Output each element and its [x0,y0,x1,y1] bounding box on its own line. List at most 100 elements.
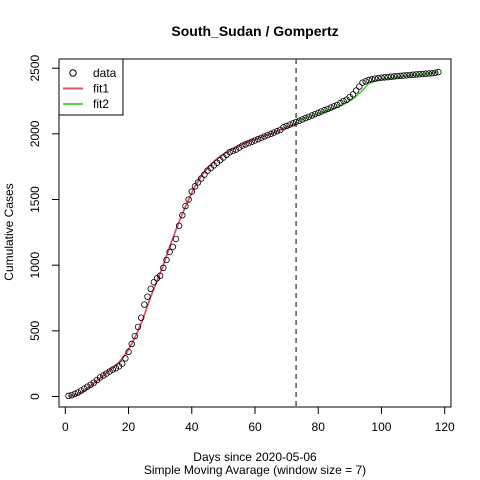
y-tick-label: 1500 [28,186,42,213]
data-point [327,104,335,111]
data-point [302,114,309,122]
data-point [375,74,382,82]
data-point [349,91,357,98]
data-point [390,73,398,80]
data-point [172,235,180,243]
chart-title: South_Sudan / Gompertz [171,23,338,39]
data-point [156,272,164,279]
data-point [109,366,116,373]
data-point [144,293,151,300]
data-point [147,285,154,293]
y-tick-label: 0 [28,393,42,400]
y-axis: 0 500 1000 1500 2000 2500 [28,55,60,400]
y-tick-label: 500 [28,321,42,341]
data-point [315,109,322,117]
data-point [175,222,183,229]
x-tick-label: 40 [185,420,199,434]
data-point [403,72,410,79]
data-point [419,70,426,78]
data-point [308,112,316,119]
data-point [185,196,192,203]
data-point [289,120,297,127]
legend-symbol-data [69,69,77,77]
data-point [150,279,158,286]
data-point [435,68,442,76]
data-point [378,74,385,81]
x-tick-label: 60 [248,420,262,434]
data-point [201,171,208,178]
data-point [397,72,404,80]
legend-box [58,58,124,116]
data-point [270,129,278,136]
data-point [87,381,94,388]
legend-label-data: data [93,66,117,80]
series-line-fit1 [68,122,297,398]
data-point [125,348,132,356]
y-tick-label: 2500 [28,55,42,82]
data-point [96,374,104,381]
data-point [305,113,312,120]
data-point [77,387,85,394]
data-point [261,133,268,140]
data-point [103,370,110,377]
y-axis-label: Cumulative Cases [2,183,16,280]
data-point [299,116,306,123]
data-point [356,83,363,90]
legend-label-fit2: fit2 [93,97,109,111]
data-point [406,71,414,79]
data-point [422,70,429,77]
data-point [321,107,328,114]
legend-label-fit1: fit1 [93,82,109,96]
data-point [248,138,256,145]
data-point [330,103,338,110]
data-point [137,314,145,321]
data-point [394,72,401,80]
data-point [280,124,287,131]
data-point [333,101,341,109]
data-point [251,137,259,144]
data-point [318,108,325,115]
data-point [100,372,107,379]
data-point [131,332,139,340]
data-point [431,69,439,76]
x-tick-label: 0 [62,420,69,434]
data-point [384,73,391,81]
data-point [365,76,373,84]
data-point [163,256,170,264]
x-tick-label: 120 [435,420,455,434]
data-point [245,139,252,147]
data-point [128,340,135,348]
data-point [122,355,129,362]
data-point [166,248,173,256]
data-point [368,76,376,83]
x-axis: 0 20 40 60 80 100 120 [62,406,455,434]
data-point [160,264,167,271]
data-point [229,147,237,155]
data-point [65,392,72,400]
y-tick-label: 2000 [28,120,42,147]
data-point [84,383,91,390]
data-point [74,389,82,396]
data-point [273,128,281,135]
data-point [141,301,148,308]
y-tick-label: 1000 [28,252,42,279]
data-point [425,70,433,77]
data-point [371,75,379,82]
data-point [226,149,233,156]
data-point [134,323,142,331]
data-point [416,71,423,78]
data-point [409,71,417,78]
data-point [428,69,436,77]
data-point [242,141,249,148]
x-tick-label: 100 [371,420,391,434]
data-point [387,73,395,80]
data-point [106,368,113,375]
data-point [194,179,202,186]
data-point [81,385,88,392]
x-axis-sublabel: Simple Moving Avarage (window size = 7) [144,463,366,477]
data-point [286,121,293,128]
x-tick-label: 20 [122,420,136,434]
data-point [340,97,347,105]
